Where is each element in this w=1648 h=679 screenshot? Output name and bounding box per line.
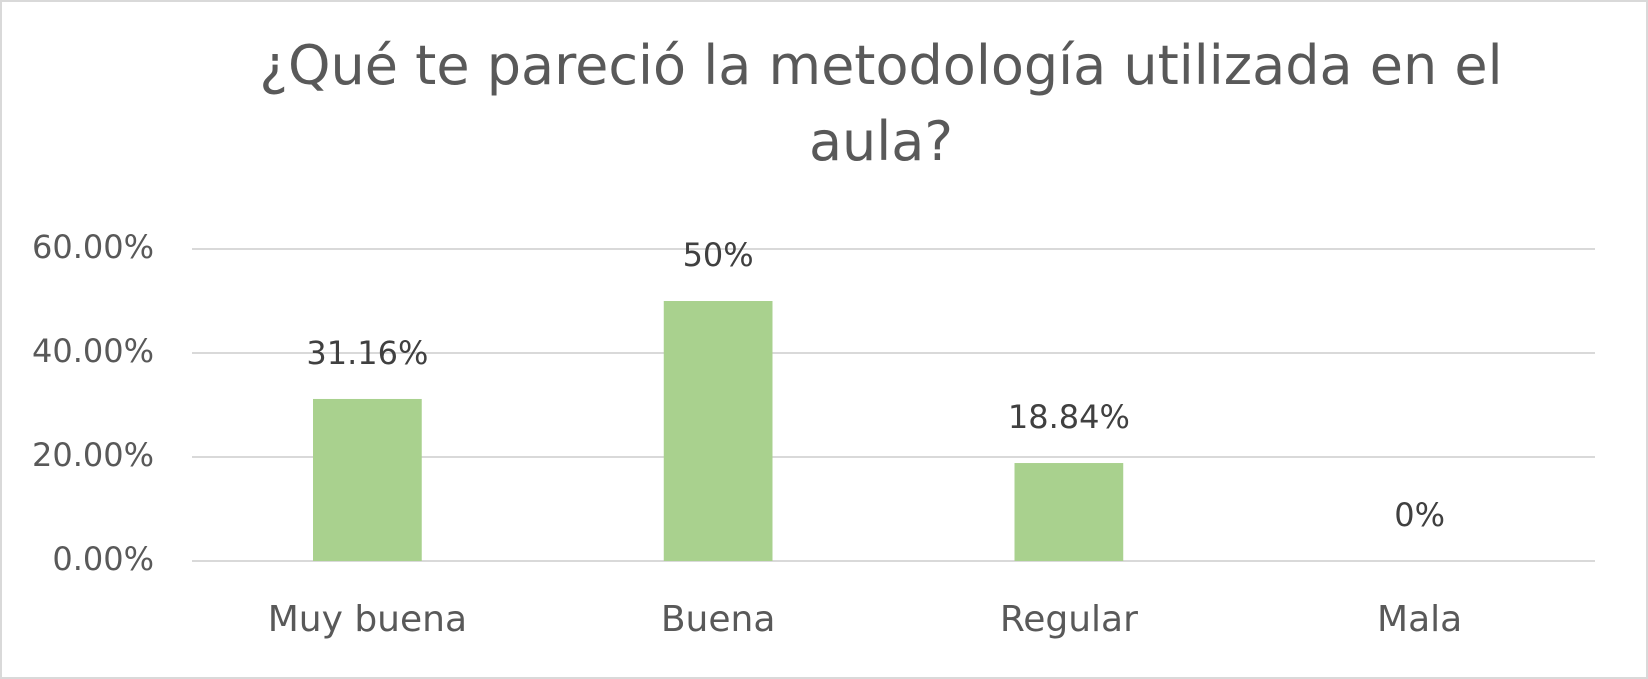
x-tick-label: Regular xyxy=(1000,599,1138,640)
y-tick-label: 0.00% xyxy=(52,540,154,578)
bar xyxy=(663,301,773,561)
y-tick-label: 20.00% xyxy=(32,436,154,474)
y-tick-label: 60.00% xyxy=(32,228,154,266)
data-label: 0% xyxy=(1394,496,1445,534)
x-tick-label: Buena xyxy=(661,599,776,640)
x-tick-label: Mala xyxy=(1377,599,1462,640)
data-label: 31.16% xyxy=(306,334,428,372)
bar xyxy=(1014,463,1124,561)
data-label: 50% xyxy=(683,236,754,274)
chart-title: ¿Qué te pareció la metodología utilizada… xyxy=(259,34,1503,173)
x-tick-label: Muy buena xyxy=(268,599,467,640)
data-label: 18.84% xyxy=(1008,398,1130,436)
y-tick-label: 40.00% xyxy=(32,332,154,370)
bar xyxy=(313,398,422,561)
